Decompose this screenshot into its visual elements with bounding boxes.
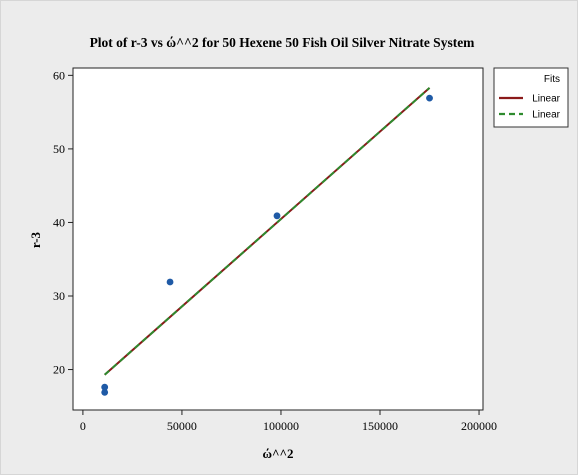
data-point — [101, 383, 109, 391]
x-tick-label: 50000 — [167, 419, 197, 433]
y-axis-label: r-3 — [28, 231, 43, 248]
data-point — [273, 212, 281, 220]
y-tick-label: 30 — [53, 289, 65, 303]
y-tick-label: 20 — [53, 363, 65, 377]
fit-line — [104, 87, 431, 376]
data-points — [101, 94, 433, 396]
legend: Fits Linear Linear — [493, 67, 569, 128]
plot-area — [72, 67, 484, 411]
y-tick-label: 60 — [53, 68, 65, 82]
x-tick-label: 0 — [80, 419, 86, 433]
y-tick-label: 40 — [53, 215, 65, 229]
chart-title: Plot of r-3 vs ώ^^2 for 50 Hexene 50 Fis… — [90, 35, 476, 50]
y-tick-label: 50 — [53, 142, 65, 156]
legend-label: Linear — [532, 110, 560, 121]
data-point — [101, 388, 109, 396]
x-axis: 0 50000 100000 150000 200000 — [80, 410, 497, 433]
data-point — [166, 278, 174, 286]
x-tick-label: 200000 — [461, 419, 497, 433]
data-point — [426, 94, 433, 102]
legend-label: Linear — [532, 94, 560, 105]
x-tick-label: 100000 — [263, 419, 299, 433]
x-axis-label: ώ^^2 — [262, 446, 293, 461]
y-axis: 20 30 40 50 60 — [53, 68, 73, 377]
fit-lines — [104, 87, 431, 376]
x-tick-label: 150000 — [362, 419, 398, 433]
legend-title: Fits — [544, 74, 560, 85]
